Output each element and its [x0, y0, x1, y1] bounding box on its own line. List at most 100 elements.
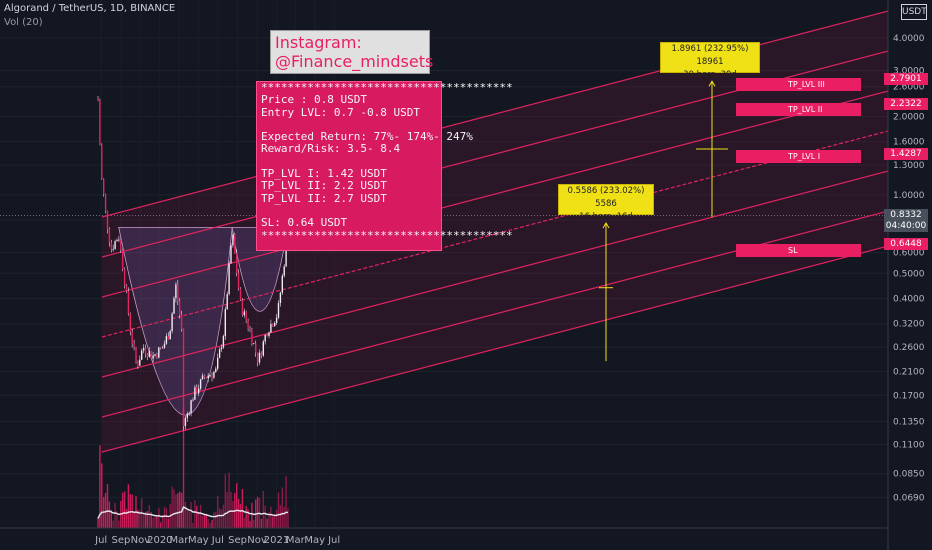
volume-bar	[163, 506, 166, 528]
candle-body	[184, 417, 187, 427]
x-tick-label: Nov	[131, 535, 151, 546]
x-tick-label: Sep	[112, 535, 131, 546]
volume-bar	[199, 504, 202, 528]
measure-small-line-1: 0.5586 (233.02%) 5586	[567, 186, 645, 209]
candle-body	[275, 317, 278, 323]
candle-body	[175, 284, 177, 299]
candle-body	[110, 242, 112, 250]
candle-body	[103, 178, 105, 195]
volume-bar	[241, 489, 244, 528]
instagram-callout[interactable]: Instagram: @Finance_mindsets	[270, 30, 433, 74]
y-tick-label: 4.0000	[893, 34, 925, 44]
volume-bar	[264, 505, 266, 528]
candle-body	[217, 357, 219, 369]
volume-bar	[209, 523, 211, 528]
measure-large-line-2: 39 bars, 39d	[683, 70, 737, 80]
note-line: Entry LVL: 0.7 -0.8 USDT	[261, 105, 420, 119]
tp-level-3-tag[interactable]: TP_LVL III	[736, 78, 861, 91]
volume-bar	[218, 508, 221, 528]
price-axis[interactable]: 4.0000 3.0000 2.6000 2.0000 1.6000 1.3000 1.00…	[887, 0, 925, 550]
candle-body	[262, 341, 264, 356]
candle-body	[150, 351, 152, 359]
candle-body	[264, 334, 266, 342]
volume-bar	[190, 502, 192, 528]
currency-badge[interactable]: USDT	[901, 4, 927, 20]
candle-body	[131, 332, 133, 344]
note-line: Reward/Risk: 3.5- 8.4	[261, 142, 401, 156]
candle-body	[97, 98, 99, 101]
volume-bar	[281, 487, 283, 528]
y-tick-label: 3.0000	[893, 67, 925, 77]
channel-line	[101, 245, 889, 453]
volume-bar	[160, 522, 162, 528]
candle-body	[211, 375, 213, 378]
candle-body	[142, 348, 145, 351]
volume-bar	[268, 512, 270, 528]
candle-body	[129, 313, 131, 333]
candle-body	[255, 343, 257, 353]
measure-label-small[interactable]: 0.5586 (233.02%) 5586 16 bars, 16d	[558, 184, 654, 222]
candle-body	[220, 347, 223, 350]
measure-arrow-large	[708, 80, 716, 87]
candle-body	[253, 343, 255, 345]
candle-body	[173, 298, 175, 314]
y-tick-label: 0.4000	[893, 295, 925, 305]
candle-body	[188, 413, 190, 414]
candle-body	[101, 145, 103, 179]
volume-ma-line	[97, 506, 289, 519]
volume-bar	[184, 501, 187, 528]
volume-bar	[256, 496, 259, 528]
measure-label-large[interactable]: 1.8961 (232.95%) 18961 39 bars, 39d	[660, 42, 760, 80]
volume-bars	[97, 408, 289, 528]
candle-body	[104, 194, 107, 211]
volume-bar	[118, 520, 120, 528]
candle-body	[171, 313, 173, 331]
candle-body	[190, 400, 192, 414]
volume-bar	[253, 519, 255, 528]
candle-body	[148, 351, 150, 357]
candle-body	[256, 352, 259, 363]
volume-bar	[239, 503, 242, 528]
candle-body	[277, 302, 280, 318]
candle-body	[139, 359, 141, 366]
trade-plan-note[interactable]: ************************************** P…	[256, 81, 513, 251]
volume-bar	[194, 500, 196, 528]
candle-body	[285, 240, 287, 267]
candle-body	[245, 311, 247, 321]
candle-body	[152, 355, 154, 359]
volume-bar	[272, 516, 274, 528]
price-axis-label: 0.8332	[884, 209, 928, 222]
volume-bar	[150, 512, 152, 528]
volume-bar	[173, 489, 175, 528]
volume-bar	[203, 515, 206, 528]
volume-bar	[236, 483, 238, 528]
volume-bar	[245, 505, 247, 528]
volume-indicator-label[interactable]: Vol (20)	[4, 17, 43, 28]
stop-loss-tag[interactable]: SL	[736, 244, 861, 257]
candle-body	[258, 352, 261, 363]
volume-bar	[167, 518, 169, 528]
candle-body	[237, 272, 240, 289]
volume-bar	[230, 491, 232, 528]
x-tick-label: Nov	[247, 535, 267, 546]
channel-line	[101, 130, 889, 338]
note-line: Expected Return: 77%- 174%- 247%	[261, 130, 473, 144]
volume-bar	[104, 492, 107, 528]
y-tick-label: 1.0000	[893, 191, 925, 201]
volume-bar	[144, 512, 147, 528]
volume-bar	[171, 486, 173, 528]
candle-body	[213, 371, 215, 378]
volume-bar	[148, 505, 150, 528]
price-axis-label: 0.6448	[884, 238, 928, 251]
tp-level-1-tag[interactable]: TP_LVL I	[736, 150, 861, 163]
candle-body	[160, 347, 162, 349]
x-tick-label: Mar	[170, 535, 190, 546]
candle-body	[239, 288, 242, 300]
volume-bar	[179, 491, 181, 528]
candle-body	[203, 375, 206, 378]
volume-bar	[228, 472, 230, 528]
tp-level-2-tag[interactable]: TP_LVL II	[736, 103, 861, 116]
note-line: Price : 0.8 USDT	[261, 93, 367, 107]
